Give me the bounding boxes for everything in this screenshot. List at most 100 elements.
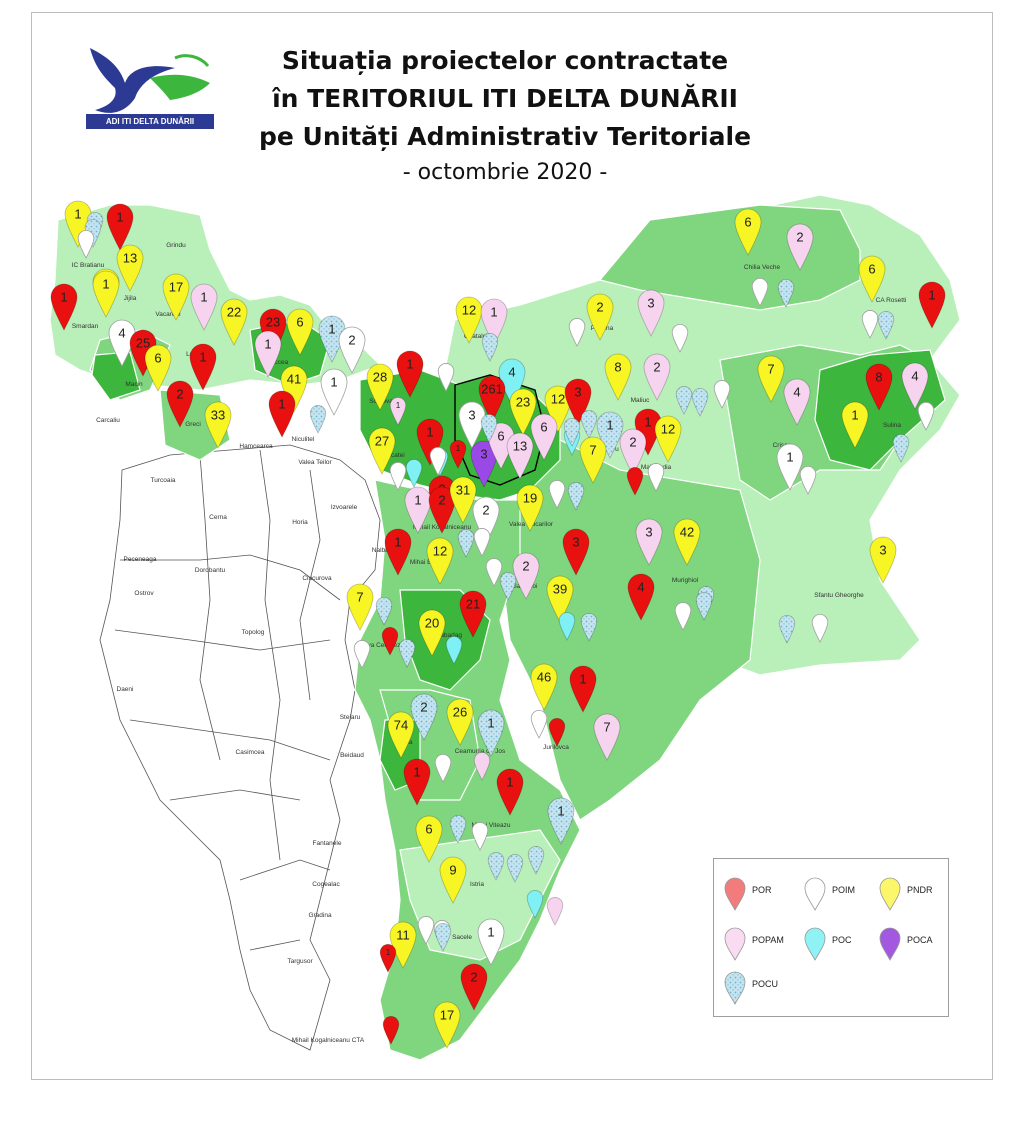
pin-shape: [220, 298, 248, 346]
pin-shape: [869, 536, 897, 584]
place-label: Beidaud: [340, 752, 364, 759]
marker-por-pin: 4: [627, 573, 655, 621]
place-label: Stejaru: [340, 714, 361, 721]
legend-label: POC: [832, 935, 852, 945]
pin-shape: [398, 639, 416, 668]
legend-item-pndr: PNDR: [879, 877, 933, 917]
pin-shape: [471, 822, 489, 851]
marker-pndr-pin: 39: [546, 575, 574, 623]
pin-shape: [460, 963, 488, 1011]
marker-count: 20: [425, 616, 439, 631]
pin-shape: [166, 380, 194, 428]
pin-shape: [499, 572, 517, 601]
place-label: Chilia Veche: [744, 264, 781, 271]
legend-item-popam: POPAM: [724, 927, 784, 967]
marker-por-pin: 1: [403, 758, 431, 806]
pin-shape: [353, 640, 371, 669]
marker-count: 12: [462, 303, 476, 318]
marker-popam-pin: 1: [254, 330, 282, 378]
marker-count: 2: [348, 333, 355, 348]
pin-shape: [190, 283, 218, 331]
pin-shape: [799, 466, 817, 495]
marker-poim-pin: [389, 462, 407, 491]
marker-popam-pin: 1: [404, 486, 432, 534]
place-label: Mihai Bravu: [410, 559, 445, 566]
marker-pndr-pin: 6: [144, 344, 172, 392]
marker-pndr-pin: 17: [433, 1001, 461, 1049]
pin-shape: [777, 279, 795, 308]
pin-shape: [547, 797, 575, 845]
pin-shape: [433, 1001, 461, 1049]
marker-poc-pin: [445, 636, 463, 665]
place-label: IC Bratianu: [72, 262, 105, 269]
marker-poim-pin: [647, 463, 665, 492]
marker-count: 2: [176, 387, 183, 402]
pin-shape: [389, 462, 407, 491]
marker-count: 8: [875, 370, 882, 385]
marker-pocu-pin: [480, 414, 498, 443]
pin-shape: [637, 289, 665, 337]
marker-count: 13: [513, 439, 527, 454]
pin-shape: [563, 418, 581, 447]
legend-pin-pocu-icon: [724, 971, 746, 1005]
marker-pndr-pin: 28: [366, 363, 394, 411]
pin-shape: [457, 529, 475, 558]
marker-count: 74: [394, 718, 408, 733]
pin-shape: [477, 709, 505, 757]
place-label: Sacele: [452, 934, 472, 941]
pin-shape: [162, 273, 190, 321]
pin-shape: [647, 463, 665, 492]
marker-pndr-pin: 7: [346, 583, 374, 631]
marker-count: 26: [453, 705, 467, 720]
pin-shape: [861, 310, 879, 339]
pin-shape: [426, 537, 454, 585]
marker-pndr-pin: 7: [579, 436, 607, 484]
marker-count: 4: [911, 369, 918, 384]
marker-count: 6: [296, 315, 303, 330]
legend-pin-poc-icon: [804, 927, 826, 961]
marker-count: 3: [647, 296, 654, 311]
pin-shape: [116, 244, 144, 292]
marker-count: 6: [744, 215, 751, 230]
marker-poim-pin: [473, 528, 491, 557]
marker-pndr-pin: 19: [516, 484, 544, 532]
marker-pocu-pin: [892, 434, 910, 463]
place-label: Carcaliu: [96, 417, 120, 424]
pin-shape: [410, 693, 438, 741]
marker-por-pin: [626, 467, 644, 496]
marker-count: 1: [606, 418, 613, 433]
pin-shape: [487, 852, 505, 881]
marker-count: 6: [868, 262, 875, 277]
project-markers: 1111311171222361214256123341112811112426…: [50, 200, 946, 1049]
pin-shape: [428, 486, 456, 534]
marker-pndr-pin: 8: [604, 353, 632, 401]
marker-por-pin: 1: [106, 203, 134, 251]
marker-count: 2: [629, 435, 636, 450]
place-label: Ciucurova: [302, 575, 332, 582]
pin-shape: [691, 388, 709, 417]
place-label: Casimcea: [236, 749, 265, 756]
pin-shape: [619, 428, 647, 476]
marker-popam-pin: 6: [530, 413, 558, 461]
marker-pndr-pin: 22: [220, 298, 248, 346]
pin-shape: [757, 355, 785, 403]
pin-shape: [446, 698, 474, 746]
place-label: Horia: [292, 519, 308, 526]
pin-shape: [901, 362, 929, 410]
place-label: Mihail Kogalniceanu CTA: [292, 1037, 365, 1044]
marker-por-pin: 2: [428, 486, 456, 534]
pin-shape: [544, 385, 572, 433]
pin-shape: [858, 255, 886, 303]
place-label: Topolog: [242, 629, 265, 636]
marker-popam-pin: 2: [619, 428, 647, 476]
pin-shape: [530, 663, 558, 711]
pin-shape: [382, 1016, 400, 1045]
place-label: Sfantu Gheorghe: [814, 592, 864, 599]
place-label: Istria: [470, 881, 484, 888]
marker-pndr-pin: 11: [389, 921, 417, 969]
place-label: Murighiol: [672, 577, 699, 584]
pin-shape: [144, 344, 172, 392]
marker-count: 2: [796, 230, 803, 245]
pin-shape: [429, 447, 447, 476]
title-line-2: în TERITORIUL ITI DELTA DUNĂRII: [272, 84, 738, 113]
